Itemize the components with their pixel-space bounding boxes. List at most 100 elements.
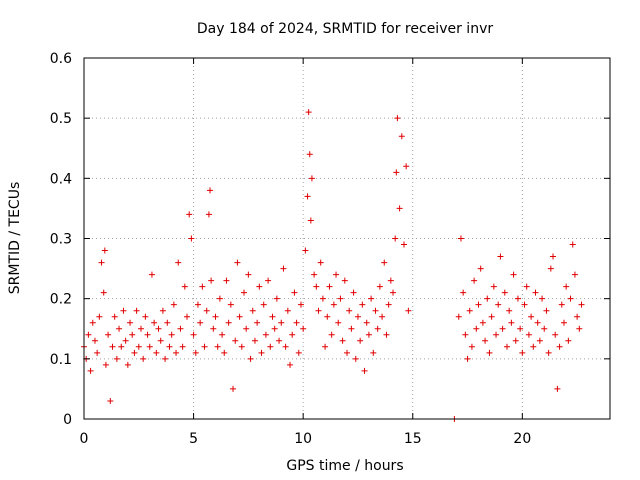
- data-point: [368, 295, 375, 302]
- data-point: [245, 271, 252, 278]
- data-point: [457, 235, 464, 242]
- data-point: [387, 277, 394, 284]
- data-point: [230, 385, 237, 392]
- data-point: [405, 307, 412, 314]
- data-point: [350, 289, 357, 296]
- data-point: [247, 355, 254, 362]
- data-point: [236, 313, 243, 320]
- data-point: [475, 301, 482, 308]
- data-point: [352, 355, 359, 362]
- data-point: [162, 355, 169, 362]
- data-point: [571, 271, 578, 278]
- data-point: [550, 253, 557, 260]
- data-point: [482, 337, 489, 344]
- data-point: [344, 349, 350, 356]
- data-point: [403, 163, 410, 170]
- data-point: [455, 313, 462, 320]
- data-point: [98, 259, 105, 266]
- data-point: [137, 325, 144, 332]
- data-point: [225, 319, 232, 326]
- data-point: [194, 301, 201, 308]
- data-point: [390, 289, 397, 296]
- data-point: [221, 349, 228, 356]
- data-point: [186, 211, 193, 218]
- data-point: [192, 349, 199, 356]
- data-point: [232, 337, 239, 344]
- data-point: [238, 343, 245, 350]
- data-point: [545, 349, 552, 356]
- data-point: [271, 325, 278, 332]
- data-point: [330, 301, 337, 308]
- data-point: [319, 295, 326, 302]
- data-point: [251, 337, 258, 344]
- data-point: [337, 295, 344, 302]
- data-point: [265, 277, 272, 284]
- data-point: [120, 307, 127, 314]
- data-point: [234, 259, 241, 266]
- data-point: [322, 343, 329, 350]
- data-point: [400, 241, 407, 248]
- data-point: [177, 325, 184, 332]
- data-point: [556, 343, 563, 350]
- data-point: [493, 331, 500, 338]
- data-point: [223, 277, 230, 284]
- data-point: [357, 337, 364, 344]
- data-point: [278, 319, 285, 326]
- plot-frame: [83, 57, 611, 420]
- data-point: [107, 397, 114, 404]
- data-point: [249, 307, 256, 314]
- data-point: [560, 319, 567, 326]
- data-point: [214, 343, 221, 350]
- data-point: [89, 319, 96, 326]
- data-point: [287, 361, 294, 368]
- data-point: [497, 253, 504, 260]
- data-point: [563, 283, 570, 290]
- data-point: [258, 349, 265, 356]
- data-point: [536, 337, 543, 344]
- data-point: [184, 313, 191, 320]
- data-point: [293, 319, 300, 326]
- data-point: [142, 313, 149, 320]
- data-point: [393, 169, 400, 176]
- grid: [84, 58, 610, 419]
- x-tick-label: 20: [513, 431, 531, 447]
- data-point: [197, 319, 204, 326]
- data-point: [328, 331, 335, 338]
- data-point: [256, 283, 263, 290]
- data-point: [501, 289, 508, 296]
- chart-title: Day 184 of 2024, SRMTID for receiver inv…: [197, 21, 493, 37]
- data-point: [379, 313, 386, 320]
- data-point: [477, 265, 484, 272]
- data-point: [282, 343, 289, 350]
- y-tick-label: 0.5: [50, 111, 72, 127]
- data-point: [168, 331, 175, 338]
- data-point: [302, 247, 309, 254]
- y-tick-label: 0.2: [50, 292, 72, 308]
- data-point: [567, 295, 574, 302]
- data-point: [359, 301, 366, 308]
- data-point: [354, 313, 361, 320]
- data-point: [574, 313, 581, 320]
- data-point: [525, 331, 532, 338]
- data-point: [144, 331, 151, 338]
- data-point: [392, 235, 399, 242]
- data-point: [315, 307, 322, 314]
- data-point: [370, 349, 377, 356]
- data-point: [471, 277, 478, 284]
- y-tick-label: 0.4: [50, 171, 72, 187]
- data-point: [273, 295, 280, 302]
- data-point: [468, 343, 475, 350]
- data-point: [109, 343, 116, 350]
- data-point: [297, 301, 304, 308]
- data-point: [554, 385, 561, 392]
- data-point: [113, 355, 120, 362]
- data-point: [205, 211, 212, 218]
- data-point: [94, 349, 101, 356]
- data-point: [484, 295, 491, 302]
- y-tick-label: 0.1: [50, 352, 72, 368]
- data-point: [552, 331, 559, 338]
- data-point: [155, 325, 162, 332]
- data-point: [517, 325, 524, 332]
- data-point: [464, 355, 471, 362]
- data-point: [372, 307, 379, 314]
